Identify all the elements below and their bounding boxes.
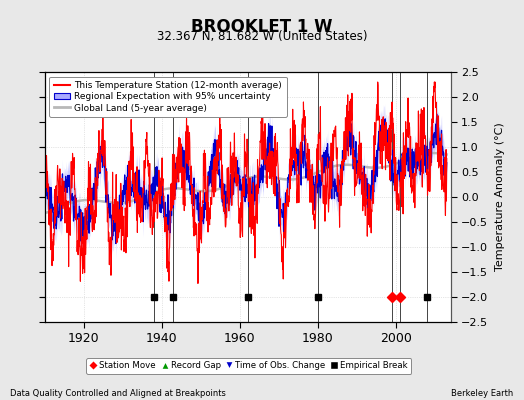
Legend: Station Move, Record Gap, Time of Obs. Change, Empirical Break: Station Move, Record Gap, Time of Obs. C… — [86, 358, 411, 374]
Text: 32.367 N, 81.682 W (United States): 32.367 N, 81.682 W (United States) — [157, 30, 367, 43]
Text: Berkeley Earth: Berkeley Earth — [451, 389, 514, 398]
Text: BROOKLET 1 W: BROOKLET 1 W — [191, 18, 333, 36]
Y-axis label: Temperature Anomaly (°C): Temperature Anomaly (°C) — [495, 123, 505, 271]
Text: Data Quality Controlled and Aligned at Breakpoints: Data Quality Controlled and Aligned at B… — [10, 389, 226, 398]
Legend: This Temperature Station (12-month average), Regional Expectation with 95% uncer: This Temperature Station (12-month avera… — [49, 76, 287, 117]
